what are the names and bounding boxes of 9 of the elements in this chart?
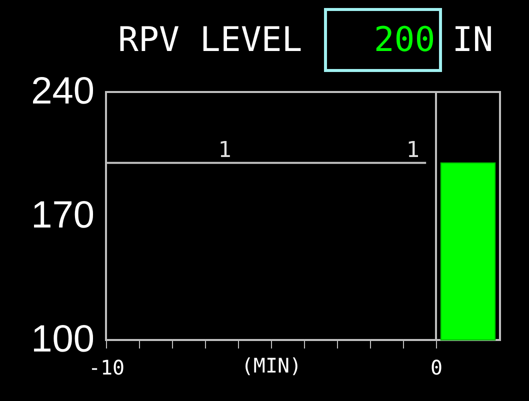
text: 200 — [324, 8, 442, 72]
annotation: 1 — [406, 138, 420, 163]
y-tick-label: 240 — [31, 70, 94, 112]
chart-title: RPV LEVEL — [118, 20, 302, 60]
x-tick-label: 0 — [430, 356, 443, 380]
y-tick-label: 170 — [31, 194, 94, 236]
annotation: 1 — [218, 138, 232, 163]
text: IN — [452, 20, 494, 60]
x-axis-title: (MIN) — [241, 354, 302, 378]
